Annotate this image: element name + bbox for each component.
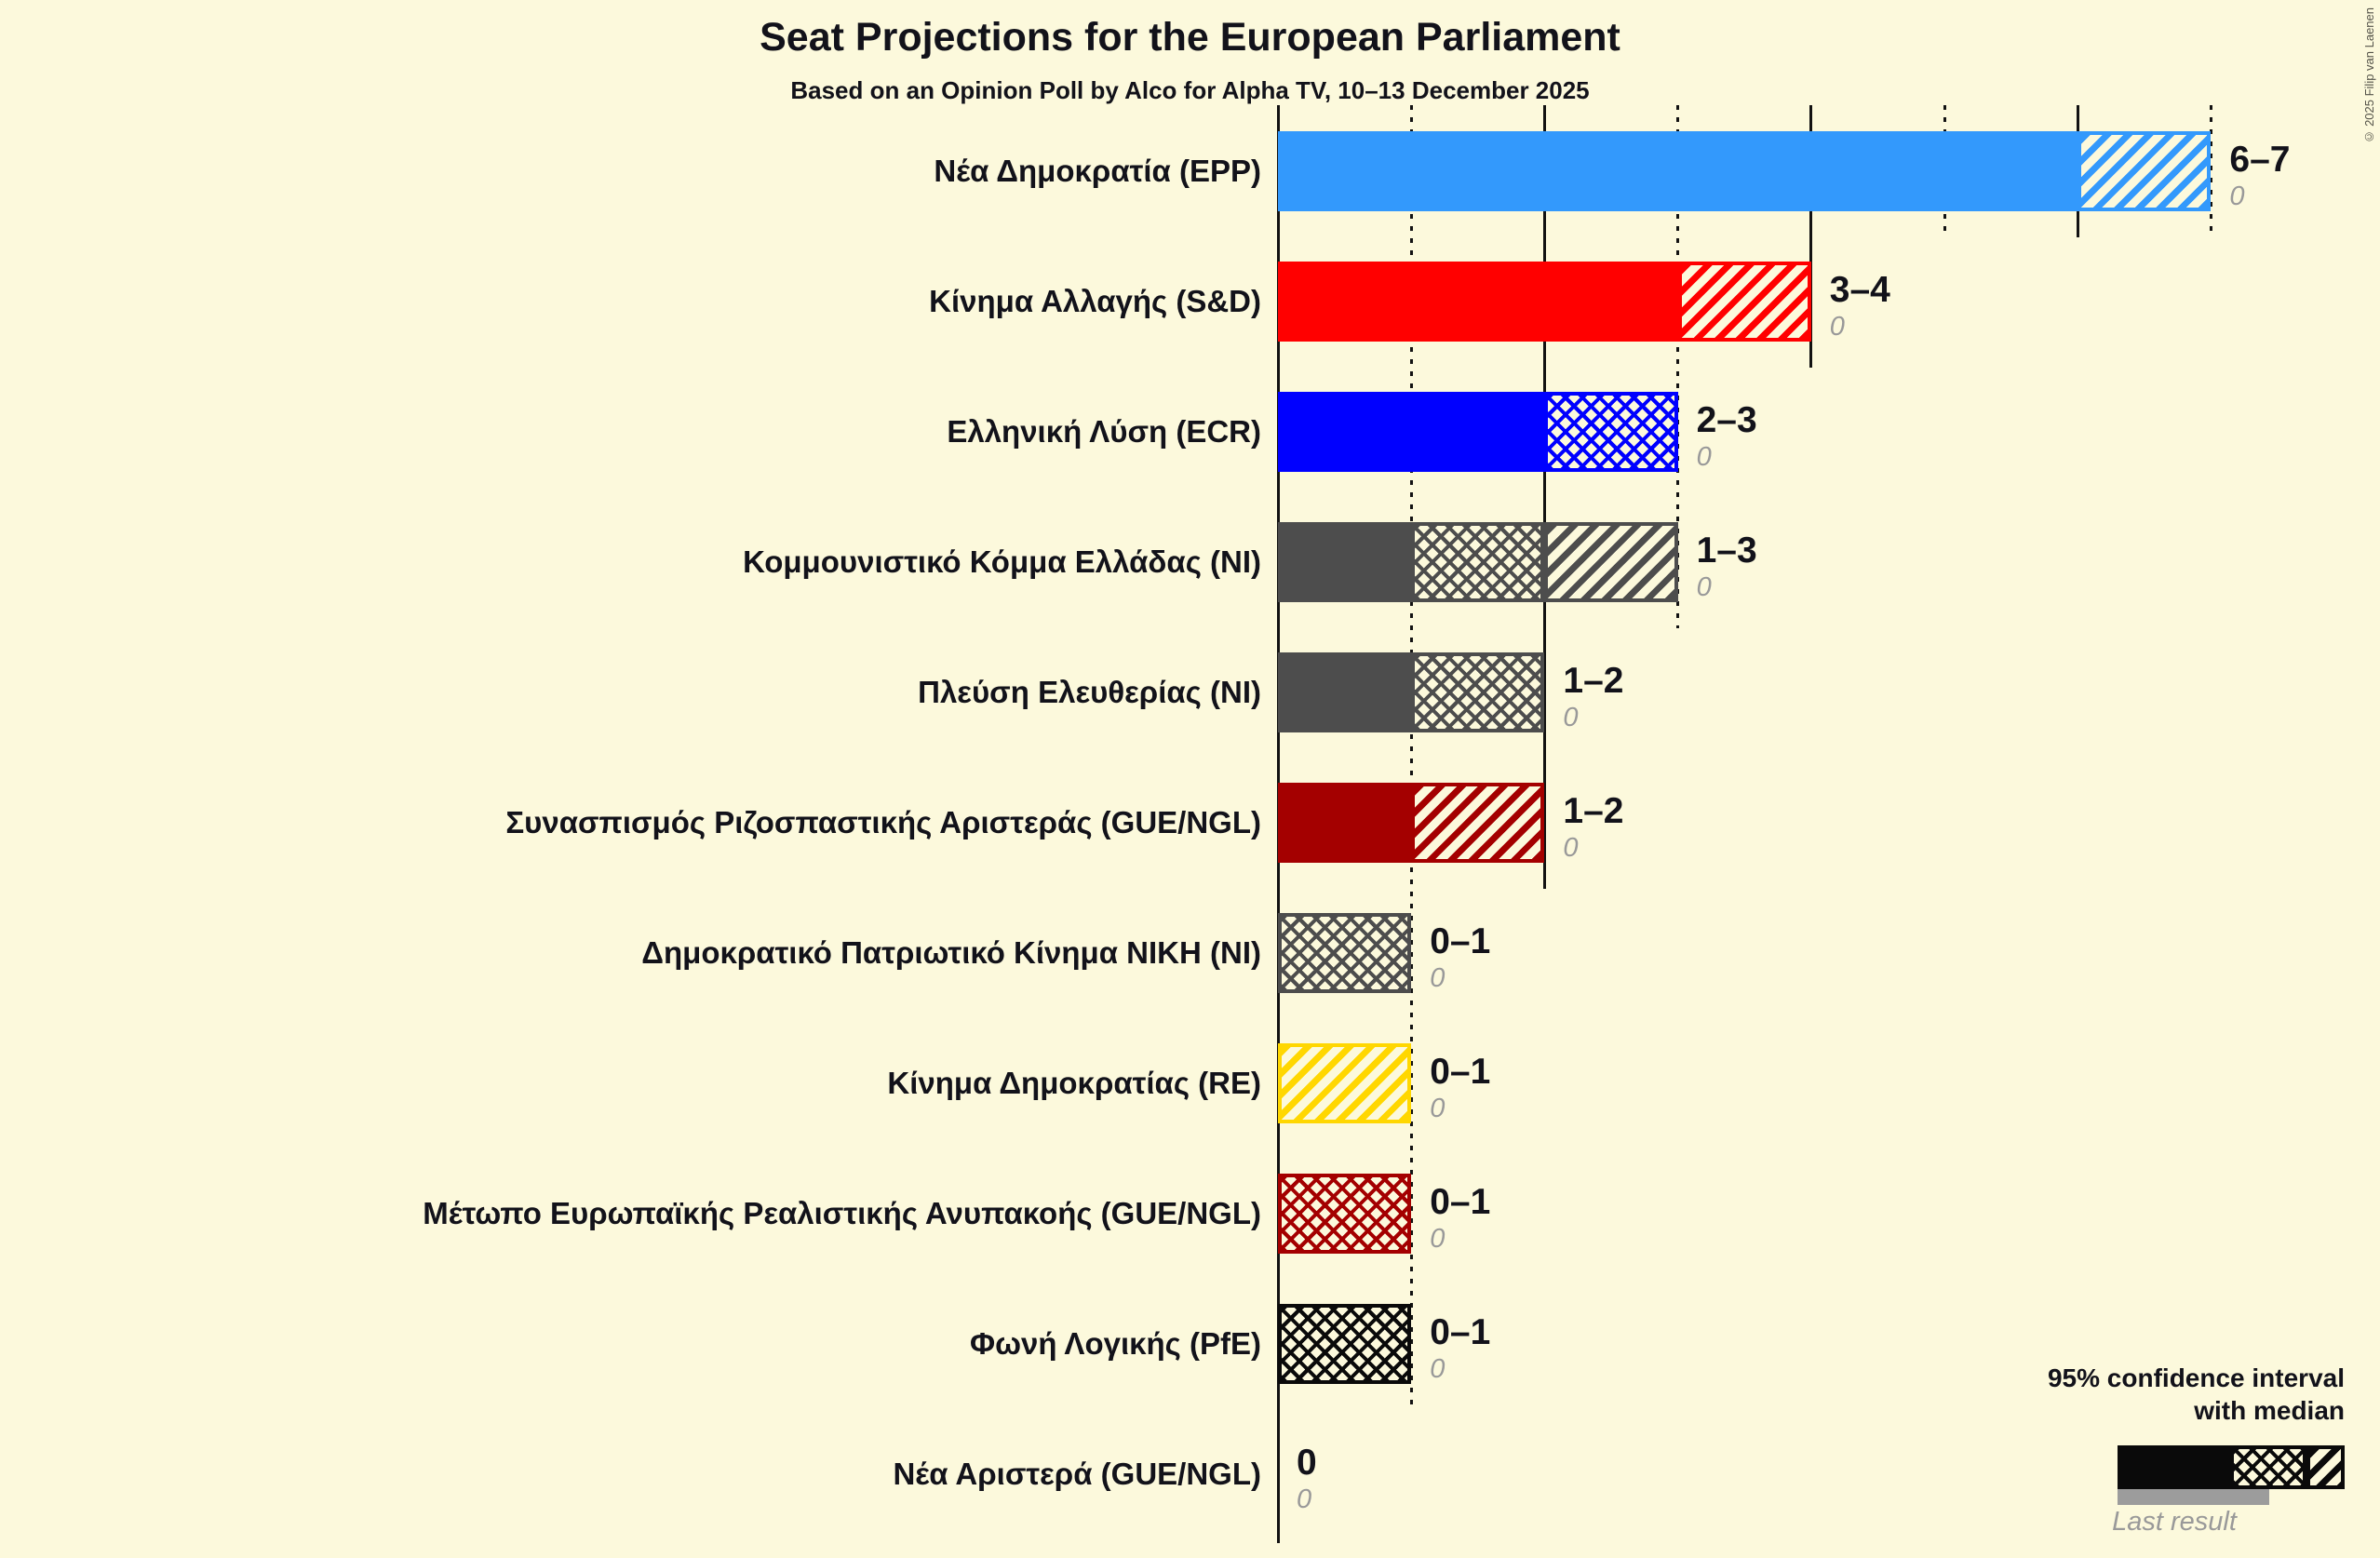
- party-label: Κομμουνιστικό Κόμμα Ελλάδας (NI): [743, 544, 1261, 579]
- gridline-dotted-7: [2209, 105, 2212, 237]
- bar-diagonal-segment: [2077, 131, 2212, 211]
- last-result-label: 0: [1696, 442, 1712, 472]
- bar-solid-segment: [1278, 522, 1412, 602]
- ci-range-label: 6–7: [2229, 140, 2291, 180]
- bar-crosshatch-segment: [1411, 652, 1545, 732]
- party-label: Κίνημα Αλλαγής (S&D): [929, 284, 1261, 318]
- legend-sample-diagonal: [2306, 1445, 2345, 1489]
- ci-range-label: 0–1: [1430, 1052, 1491, 1092]
- legend-last-result-bar: [2118, 1489, 2269, 1505]
- bar-solid-segment: [1278, 262, 1678, 342]
- last-result-label: 0: [1563, 833, 1579, 863]
- last-result-label: 0: [1829, 312, 1845, 342]
- value-label: 0–1 0: [1430, 1181, 1490, 1254]
- bar-solid-segment: [1278, 783, 1412, 863]
- bar-diagonal-segment: [1278, 1043, 1412, 1123]
- legend-ci-line1: 95% confidence interval: [2047, 1363, 2345, 1392]
- bar-solid-segment: [1278, 392, 1545, 472]
- value-label: 1–2 0: [1563, 660, 1623, 732]
- last-result-label: 0: [1696, 572, 1712, 602]
- legend-ci-label: 95% confidence interval with median: [1786, 1362, 2345, 1427]
- bar-crosshatch-segment: [1411, 522, 1545, 602]
- chart-subtitle: Based on an Opinion Poll by Alco for Alp…: [790, 76, 1590, 104]
- gridline-dotted-1: [1409, 105, 1413, 1410]
- value-label: 0–1 0: [1430, 1051, 1490, 1123]
- bar-crosshatch-segment: [1544, 392, 1678, 472]
- bar-crosshatch-segment: [1278, 913, 1412, 993]
- ci-range-label: 0–1: [1430, 1312, 1491, 1352]
- party-label: Δημοκρατικό Πατριωτικό Κίνημα ΝΙΚΗ (NI): [641, 935, 1261, 970]
- value-label: 2–3 0: [1697, 399, 1757, 472]
- value-label: 0–1 0: [1430, 920, 1490, 993]
- party-label: Νέα Αριστερά (GUE/NGL): [893, 1457, 1261, 1491]
- party-label: Ελληνική Λύση (ECR): [947, 414, 1261, 449]
- chart-title: Seat Projections for the European Parlia…: [760, 15, 1620, 60]
- ci-range-label: 1–2: [1563, 661, 1624, 701]
- bar-diagonal-segment: [1544, 522, 1678, 602]
- legend-ci-line2: with median: [2194, 1396, 2345, 1425]
- ci-range-label: 0–1: [1430, 921, 1491, 961]
- last-result-label: 0: [1430, 1224, 1445, 1254]
- value-label: 1–2 0: [1563, 790, 1623, 863]
- ci-range-label: 0–1: [1430, 1182, 1491, 1222]
- party-label: Νέα Δημοκρατία (EPP): [934, 154, 1261, 188]
- party-label: Συνασπισμός Ριζοσπαστικής Αριστεράς (GUE…: [505, 805, 1261, 839]
- party-label: Κίνημα Δημοκρατίας (RE): [887, 1066, 1261, 1100]
- value-label: 1–3 0: [1697, 530, 1757, 602]
- bar-solid-segment: [1278, 131, 2078, 211]
- bar-solid-segment: [1278, 652, 1412, 732]
- gridline-solid-2: [1542, 105, 1546, 889]
- legend-sample-solid: [2118, 1445, 2230, 1489]
- last-result-label: 0: [1297, 1484, 1312, 1514]
- copyright-notice: © 2025 Filip van Laenen: [2362, 7, 2376, 144]
- value-label: 3–4 0: [1830, 269, 1890, 342]
- ci-range-label: 3–4: [1829, 270, 1890, 310]
- last-result-label: 0: [2229, 181, 2245, 211]
- ci-range-label: 0: [1297, 1443, 1317, 1483]
- gridline-solid-4: [1809, 105, 1813, 368]
- party-label: Πλεύση Ελευθερίας (NI): [918, 675, 1261, 709]
- party-label: Φωνή Λογικής (PfE): [970, 1326, 1261, 1361]
- legend-sample-bar: [2118, 1445, 2345, 1489]
- value-label: 0–1 0: [1430, 1311, 1490, 1384]
- last-result-label: 0: [1430, 1354, 1445, 1384]
- gridline-dotted-3: [1676, 105, 1680, 628]
- ci-range-label: 2–3: [1696, 400, 1757, 440]
- ci-range-label: 1–3: [1696, 531, 1757, 571]
- bar-crosshatch-segment: [1278, 1304, 1412, 1384]
- bar-crosshatch-segment: [1278, 1174, 1412, 1254]
- bar-diagonal-segment: [1411, 783, 1545, 863]
- legend-sample-crosshatch: [2230, 1445, 2306, 1489]
- ci-range-label: 1–2: [1563, 791, 1624, 831]
- last-result-label: 0: [1430, 1094, 1445, 1123]
- bar-diagonal-segment: [1677, 262, 1811, 342]
- party-label: Μέτωπο Ευρωπαϊκής Ρεαλιστικής Ανυπακοής …: [423, 1196, 1261, 1230]
- value-label: 6–7 0: [2229, 139, 2290, 211]
- legend-last-result-label: Last result: [2112, 1507, 2237, 1537]
- last-result-label: 0: [1563, 703, 1579, 732]
- last-result-label: 0: [1430, 963, 1445, 993]
